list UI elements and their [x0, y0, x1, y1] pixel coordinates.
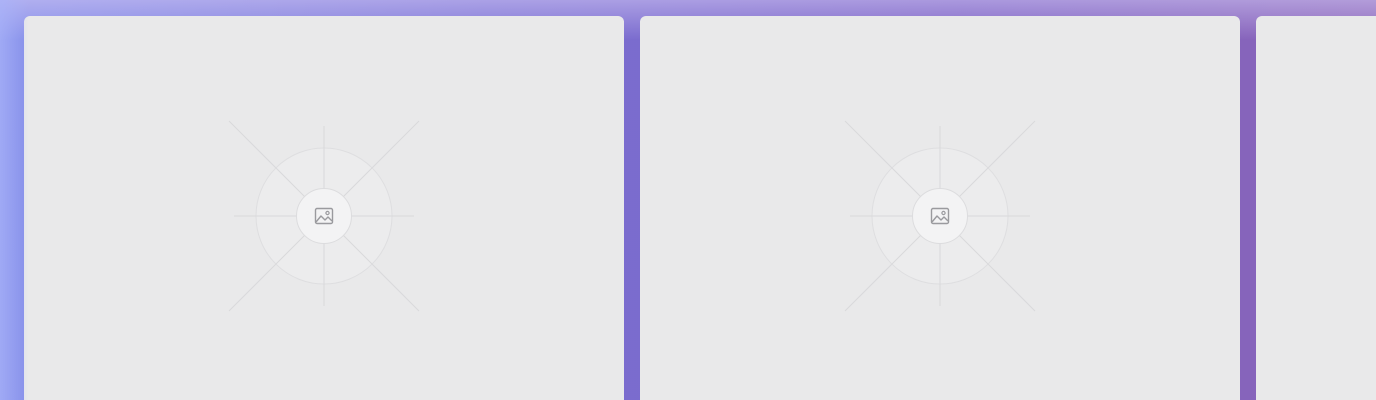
carousel-slide[interactable]: [1256, 16, 1376, 400]
image-icon-circle: [296, 188, 352, 244]
image-placeholder-icon: [314, 207, 334, 225]
carousel-track[interactable]: [24, 16, 1376, 400]
image-placeholder-icon: [930, 207, 950, 225]
carousel-slide[interactable]: [640, 16, 1240, 400]
image-icon-circle: [912, 188, 968, 244]
carousel-slide[interactable]: [24, 16, 624, 400]
